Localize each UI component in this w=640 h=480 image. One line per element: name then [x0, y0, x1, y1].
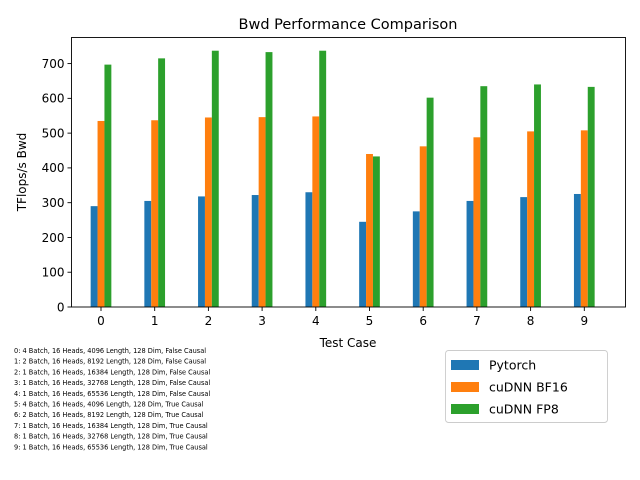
bar-cudnn-bf16-7 [473, 137, 481, 307]
test-case-note-9: 9: 1 Batch, 16 Heads, 65536 Length, 128 … [14, 443, 208, 451]
bar-cudnn-fp8-7 [480, 86, 488, 308]
bar-cudnn-bf16-3 [258, 117, 266, 307]
bar-pytorch-4 [305, 192, 313, 307]
test-case-note-6: 6: 2 Batch, 16 Heads, 8192 Length, 128 D… [14, 411, 204, 419]
test-case-note-2: 2: 1 Batch, 16 Heads, 16384 Length, 128 … [14, 368, 210, 376]
bar-pytorch-1 [144, 200, 152, 307]
y-tick-label-400: 400 [42, 161, 65, 175]
bar-pytorch-2 [198, 196, 205, 307]
legend-label-0: Pytorch [489, 358, 536, 373]
test-case-note-1: 1: 2 Batch, 16 Heads, 8192 Length, 128 D… [14, 358, 206, 366]
y-tick-label-600: 600 [42, 92, 65, 106]
x-tick-label-7: 7 [473, 314, 481, 328]
bar-pytorch-8 [520, 197, 528, 307]
bar-cudnn-fp8-9 [587, 86, 595, 307]
bar-cudnn-bf16-1 [151, 120, 159, 307]
bar-pytorch-9 [573, 193, 581, 307]
bar-cudnn-fp8-8 [534, 84, 541, 307]
x-tick-label-1: 1 [151, 314, 159, 328]
bar-cudnn-fp8-2 [211, 50, 219, 308]
test-case-note-5: 5: 4 Batch, 16 Heads, 4096 Length, 128 D… [14, 401, 204, 409]
test-case-note-0: 0: 4 Batch, 16 Heads, 4096 Length, 128 D… [14, 347, 206, 355]
bar-cudnn-bf16-6 [419, 146, 427, 307]
test-case-note-4: 4: 1 Batch, 16 Heads, 65536 Length, 128 … [14, 390, 210, 398]
bar-cudnn-bf16-4 [312, 116, 320, 307]
y-tick-label-200: 200 [42, 231, 65, 245]
x-tick-label-4: 4 [312, 314, 320, 328]
legend-label-2: cuDNN FP8 [489, 402, 559, 417]
legend: Pytorch cuDNN BF16 cuDNN FP8 [445, 350, 608, 423]
bar-cudnn-bf16-2 [204, 117, 212, 307]
test-case-note-3: 3: 1 Batch, 16 Heads, 32768 Length, 128 … [14, 379, 210, 387]
bars-group [90, 50, 595, 308]
bar-cudnn-fp8-0 [104, 64, 112, 308]
y-tick-label-100: 100 [42, 266, 65, 280]
chart-title: Bwd Performance Comparison [239, 17, 458, 33]
x-axis-label: Test Case [319, 336, 377, 350]
legend-label-1: cuDNN BF16 [489, 380, 568, 395]
x-tick-label-0: 0 [97, 314, 105, 328]
legend-swatch-2 [451, 404, 479, 414]
x-tick-label-5: 5 [366, 314, 374, 328]
bar-cudnn-bf16-8 [527, 131, 535, 307]
x-tick-label-8: 8 [527, 314, 535, 328]
bar-pytorch-3 [251, 195, 259, 307]
bar-cudnn-fp8-6 [426, 97, 434, 307]
x-tick-label-3: 3 [258, 314, 266, 328]
bar-cudnn-fp8-1 [158, 58, 166, 307]
legend-swatch-1 [451, 382, 479, 392]
bar-cudnn-bf16-9 [580, 130, 588, 307]
y-axis-label: TFlops/s Bwd [15, 133, 29, 213]
legend-swatch-0 [451, 360, 479, 370]
x-axis: 0 1 2 3 4 5 6 7 8 9 [97, 307, 588, 328]
x-tick-label-2: 2 [205, 314, 213, 328]
y-tick-label-300: 300 [42, 196, 65, 210]
y-tick-label-0: 0 [57, 300, 65, 314]
plot-frame [71, 37, 626, 308]
y-tick-label-500: 500 [42, 126, 65, 140]
bar-cudnn-fp8-3 [265, 52, 273, 307]
x-tick-label-9: 9 [580, 314, 588, 328]
test-case-notes: 0: 4 Batch, 16 Heads, 4096 Length, 128 D… [14, 347, 210, 451]
bar-cudnn-bf16-5 [366, 153, 373, 307]
bar-pytorch-5 [359, 221, 367, 307]
y-tick-label-700: 700 [42, 57, 65, 71]
bar-cudnn-fp8-4 [319, 50, 327, 308]
y-axis: 0 100 200 300 400 500 600 700 [42, 57, 72, 314]
bar-cudnn-bf16-0 [97, 120, 105, 308]
bar-cudnn-fp8-5 [372, 156, 380, 307]
bar-pytorch-7 [466, 200, 474, 307]
legend-frame [445, 350, 608, 423]
bar-pytorch-6 [412, 211, 420, 307]
x-tick-label-6: 6 [419, 314, 427, 328]
test-case-note-7: 7: 1 Batch, 16 Heads, 16384 Length, 128 … [14, 422, 208, 430]
test-case-note-8: 8: 1 Batch, 16 Heads, 32768 Length, 128 … [14, 433, 208, 441]
bar-pytorch-0 [90, 206, 98, 307]
